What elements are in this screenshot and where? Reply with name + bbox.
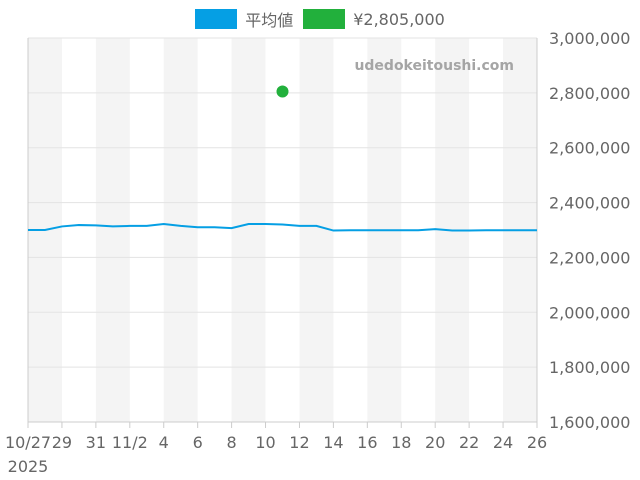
y-tick-label: 2,200,000 (549, 248, 630, 267)
average-line (28, 222, 537, 232)
axis-labels: 3,000,000 2,800,000 2,600,000 2,400,000 2,20… (5, 29, 630, 476)
x-tick-label: 18 (391, 433, 411, 452)
legend-swatch-price (303, 9, 346, 29)
x-tick-label: 8 (227, 433, 237, 452)
legend-label-average: 平均値 (245, 11, 294, 30)
x-tick-label: 26 (527, 433, 547, 452)
x-tick-label: 12 (289, 433, 309, 452)
series (28, 85, 537, 232)
x-year-label: 2025 (8, 457, 49, 476)
x-tick-label: 6 (193, 433, 203, 452)
x-tick-label: 10 (255, 433, 275, 452)
chart-legend: 平均値 ¥2,805,000 (0, 7, 640, 31)
x-tick-label: 14 (323, 433, 343, 452)
x-tick-label: 31 (86, 433, 106, 452)
y-tick-label: 2,800,000 (549, 84, 630, 103)
band (95, 38, 130, 422)
x-tick-label: 20 (425, 433, 445, 452)
x-tick-label: 11/2 (112, 433, 148, 452)
alternating-bands (28, 38, 537, 422)
y-tick-label: 3,000,000 (549, 29, 630, 48)
x-tick-label: 29 (52, 433, 72, 452)
y-tick-label: 2,400,000 (549, 194, 630, 213)
x-tick-label: 22 (459, 433, 479, 452)
y-tick-label: 2,600,000 (549, 139, 630, 158)
band (231, 38, 266, 422)
legend-swatch-average (195, 9, 238, 29)
price-point[interactable] (276, 85, 289, 98)
y-tick-label: 2,000,000 (549, 303, 630, 322)
x-tick-label: 4 (159, 433, 169, 452)
x-tick-label: 16 (357, 433, 377, 452)
legend-item-price[interactable]: ¥2,805,000 (303, 9, 445, 29)
legend-item-average[interactable]: 平均値 (195, 7, 293, 31)
legend-label-price: ¥2,805,000 (353, 9, 445, 29)
x-tick-label: 24 (493, 433, 513, 452)
y-tick-label: 1,800,000 (549, 358, 630, 377)
band (163, 38, 198, 422)
x-tick-label: 10/27 (5, 433, 51, 452)
y-tick-label: 1,600,000 (549, 413, 630, 432)
watermark: udedokeitoushi.com (354, 58, 514, 74)
